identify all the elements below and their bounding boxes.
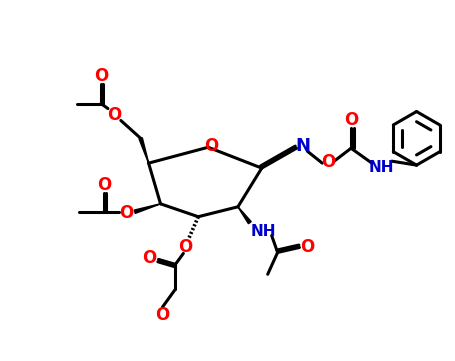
Text: O: O xyxy=(178,239,192,256)
Text: O: O xyxy=(96,176,111,194)
Text: O: O xyxy=(343,112,357,130)
Polygon shape xyxy=(238,207,251,224)
Text: O: O xyxy=(118,204,132,222)
Text: O: O xyxy=(155,306,169,324)
Text: O: O xyxy=(320,153,334,171)
Text: O: O xyxy=(142,249,157,268)
Text: O: O xyxy=(299,239,314,256)
Text: NH: NH xyxy=(368,160,394,175)
Text: O: O xyxy=(203,137,218,155)
Polygon shape xyxy=(134,204,160,213)
Polygon shape xyxy=(139,138,148,163)
Text: N: N xyxy=(294,137,309,155)
Text: NH: NH xyxy=(250,224,276,239)
Text: O: O xyxy=(94,67,108,85)
Text: O: O xyxy=(106,105,121,123)
